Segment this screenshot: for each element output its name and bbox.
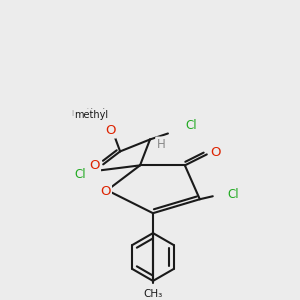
Text: O: O <box>89 159 100 172</box>
Text: O: O <box>100 185 110 198</box>
Text: methyl: methyl <box>74 110 108 120</box>
Text: methyl: methyl <box>71 108 105 118</box>
Text: Cl: Cl <box>185 119 197 132</box>
Text: H: H <box>157 138 165 151</box>
Text: O: O <box>211 146 221 159</box>
Text: Cl: Cl <box>228 188 239 201</box>
Text: O: O <box>105 124 116 137</box>
Text: Cl: Cl <box>74 168 86 181</box>
Text: CH₃: CH₃ <box>143 289 163 299</box>
